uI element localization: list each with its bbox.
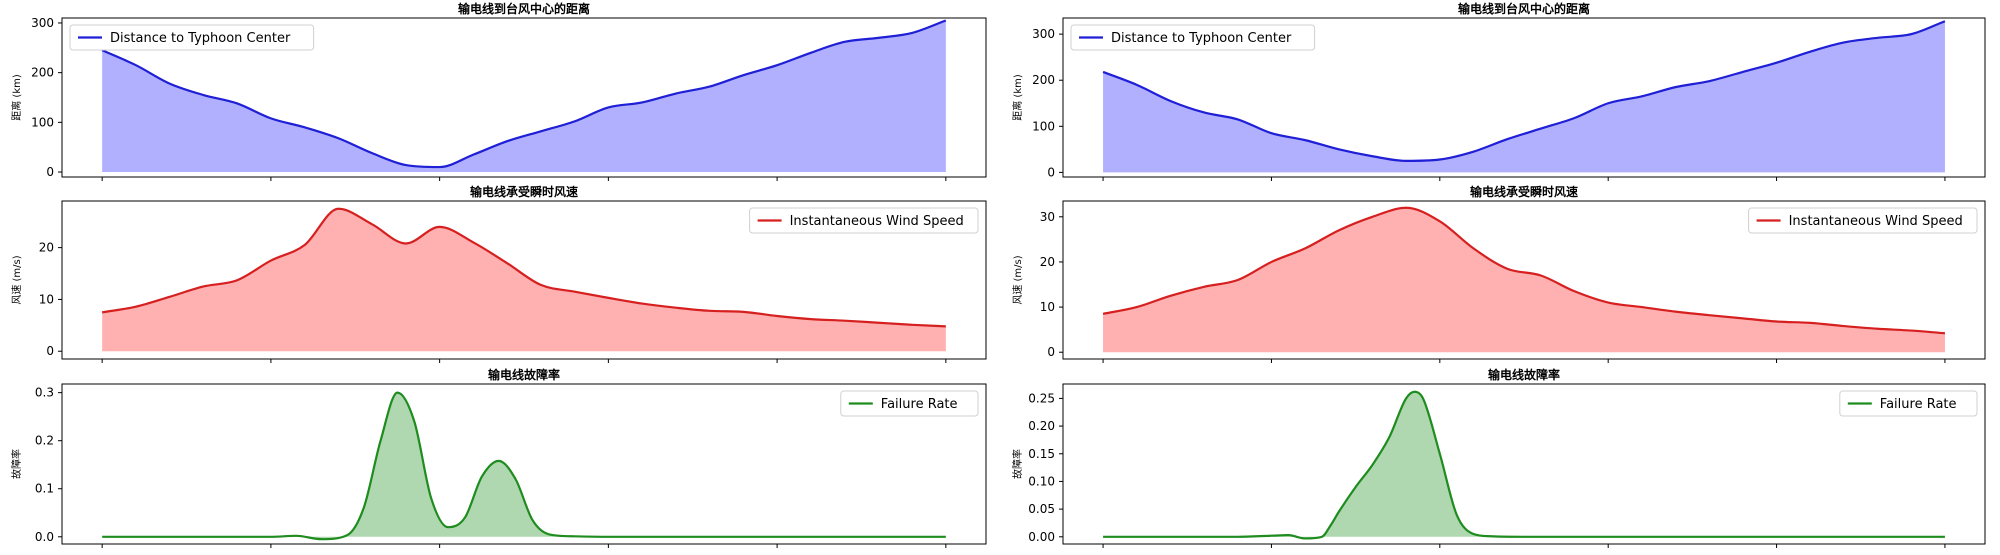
y-tick-label: 200 (31, 66, 54, 80)
chart-title: 输电线故障率 (488, 367, 560, 382)
area-fill (1103, 391, 1945, 539)
legend-label: Failure Rate (881, 397, 958, 412)
area-fill (102, 392, 946, 540)
y-tick-label: 0.10 (1028, 474, 1055, 488)
chart-title: 输电线故障率 (1488, 367, 1560, 382)
legend-frame (840, 390, 979, 417)
y-tick-label: 10 (1040, 300, 1055, 314)
y-axis-label: 故障率 (10, 449, 23, 479)
series-line (1102, 20, 1946, 162)
legend: Failure Rate (1839, 390, 1978, 417)
chart-title: 输电线到台风中心的距离 (1458, 1, 1590, 16)
legend-label: Instantaneous Wind Speed (1789, 214, 1963, 229)
legend-frame (749, 207, 979, 234)
legend-label: Distance to Typhoon Center (110, 31, 291, 46)
legend-label: Failure Rate (1880, 397, 1957, 412)
y-tick-label: 20 (1040, 255, 1055, 269)
y-tick-label: 100 (31, 115, 54, 129)
y-tick-label: 0 (1047, 165, 1055, 179)
y-tick-label: 0.05 (1028, 502, 1055, 516)
y-axis-label: 风速 (m/s) (1012, 255, 1024, 304)
y-tick-label: 0 (1047, 345, 1055, 359)
y-axis-label: 距离 (km) (10, 74, 23, 121)
chart-title: 输电线承受瞬时风速 (1470, 184, 1578, 199)
y-tick-label: 0 (46, 344, 54, 358)
y-tick-label: 0 (46, 165, 54, 179)
legend-label: Instantaneous Wind Speed (790, 214, 964, 229)
y-tick-label: 300 (31, 16, 54, 30)
area-fill (102, 208, 946, 352)
legend-frame (1748, 207, 1978, 234)
legend: Failure Rate (840, 390, 979, 417)
legend-frame (1839, 390, 1978, 417)
axes-frame (1062, 17, 1986, 178)
y-tick-label: 30 (1040, 210, 1055, 224)
y-tick-label: 200 (1032, 73, 1055, 87)
axes-frame (1062, 200, 1986, 360)
series-line (1103, 390, 1945, 540)
y-tick-label: 0.20 (1028, 419, 1055, 433)
legend-label: Distance to Typhoon Center (1111, 31, 1292, 46)
y-tick-label: 10 (39, 292, 54, 306)
legend: Instantaneous Wind Speed (749, 207, 979, 234)
legend: Distance to Typhoon Center (1070, 24, 1316, 51)
y-tick-label: 0.15 (1028, 447, 1055, 461)
axes-frame (61, 383, 987, 545)
chart-title: 输电线到台风中心的距离 (458, 1, 590, 16)
y-tick-label: 0.0 (35, 530, 54, 544)
series-line (101, 19, 947, 169)
y-tick-label: 0.1 (35, 482, 54, 496)
series-line (1102, 206, 1946, 335)
y-tick-label: 20 (39, 241, 54, 255)
area-fill (102, 20, 946, 173)
axes-frame (61, 17, 987, 178)
axes-frame (1062, 383, 1986, 545)
area-fill (1103, 21, 1945, 173)
y-tick-label: 0.25 (1028, 391, 1055, 405)
y-tick-label: 100 (1032, 119, 1055, 133)
y-tick-label: 300 (1032, 27, 1055, 41)
legend: Distance to Typhoon Center (69, 24, 315, 51)
chart-title: 输电线承受瞬时风速 (470, 184, 578, 199)
y-tick-label: 0.2 (35, 434, 54, 448)
y-tick-label: 0.00 (1028, 530, 1055, 544)
series-line (101, 207, 946, 328)
series-line (102, 391, 946, 541)
y-tick-label: 0.3 (35, 386, 54, 400)
y-axis-label: 距离 (km) (1011, 74, 1024, 121)
legend: Instantaneous Wind Speed (1748, 207, 1978, 234)
y-axis-label: 故障率 (1011, 449, 1024, 479)
legend-frame (69, 24, 315, 51)
y-axis-label: 风速 (m/s) (11, 255, 23, 304)
axes-frame (61, 200, 987, 360)
area-fill (1103, 207, 1945, 353)
legend-frame (1070, 24, 1316, 51)
